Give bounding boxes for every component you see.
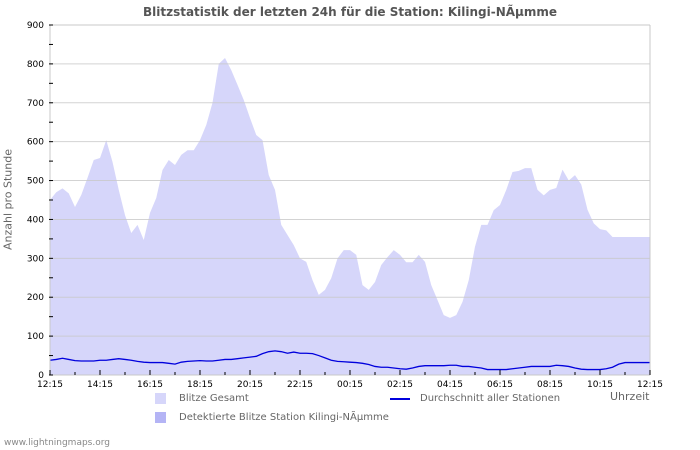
x-tick-label: 16:15 — [137, 380, 163, 390]
x-tick-label: 06:15 — [487, 380, 513, 390]
x-tick-label: 12:15 — [37, 380, 63, 390]
x-tick-label: 02:15 — [387, 380, 413, 390]
y-tick-label: 600 — [27, 138, 44, 148]
y-tick-label: 100 — [27, 332, 44, 342]
legend-item-total: Blitze Gesamt — [155, 393, 249, 404]
area-total — [50, 58, 650, 376]
legend-label-average: Durchschnitt aller Stationen — [420, 393, 561, 404]
chart-title: Blitzstatistik der letzten 24h für die S… — [142, 5, 558, 19]
legend-label-detected: Detektierte Blitze Station Kilingi-NÃµmm… — [179, 412, 389, 423]
y-tick-label: 400 — [27, 215, 44, 225]
line-average — [49, 350, 650, 371]
x-tick-label: 12:15 — [637, 380, 663, 390]
x-tick-label: 22:15 — [287, 380, 313, 390]
x-tick-label: 00:15 — [337, 380, 363, 390]
x-tick-label: 14:15 — [87, 380, 113, 390]
y-tick-label: 700 — [27, 99, 44, 109]
legend-swatch-detected — [155, 412, 166, 423]
y-tick-label: 900 — [27, 21, 44, 31]
y-tick-label: 500 — [27, 177, 44, 187]
y-tick-label: 300 — [27, 254, 44, 264]
y-tick-label: 0 — [38, 371, 44, 381]
footer-link[interactable]: www.lightningmaps.org — [4, 438, 110, 448]
x-tick-label: 10:15 — [587, 380, 613, 390]
legend-label-total: Blitze Gesamt — [179, 393, 249, 404]
y-tick-label: 800 — [27, 60, 44, 70]
legend-swatch-total — [155, 393, 166, 404]
x-axis-label: Uhrzeit — [610, 390, 650, 403]
legend-swatch-average — [390, 397, 410, 400]
legend-item-average: Durchschnitt aller Stationen — [390, 393, 560, 404]
x-tick-label: 18:15 — [187, 380, 213, 390]
x-tick-label: 20:15 — [237, 380, 263, 390]
y-tick-label: 200 — [27, 293, 44, 303]
x-tick-label: 08:15 — [537, 380, 563, 390]
x-tick-label: 04:15 — [437, 380, 463, 390]
legend-item-detected: Detektierte Blitze Station Kilingi-NÃµmm… — [155, 412, 389, 423]
